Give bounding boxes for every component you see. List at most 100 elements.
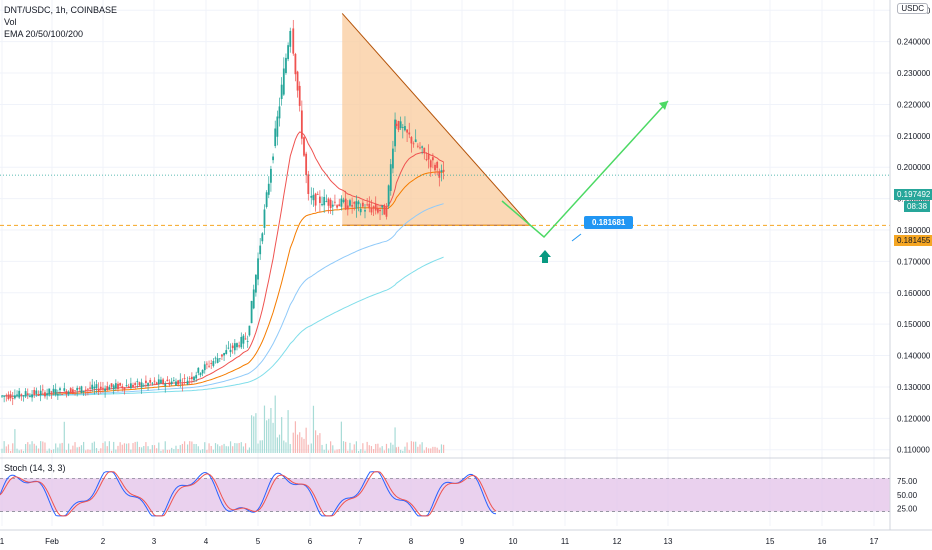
volume-bar xyxy=(392,444,394,453)
volume-bar xyxy=(70,449,72,453)
target-label-pointer xyxy=(571,233,582,242)
volume-bar xyxy=(321,444,323,453)
candle-body xyxy=(155,382,158,384)
candle-body xyxy=(199,373,202,376)
candle-body xyxy=(376,207,379,213)
volume-bar xyxy=(102,442,104,453)
volume-bar xyxy=(334,450,336,453)
price-tick-label: 0.160000 xyxy=(897,289,931,298)
candle-body xyxy=(29,396,31,397)
projection-arrowhead xyxy=(659,101,668,110)
volume-bar xyxy=(158,442,160,453)
volume-bar xyxy=(443,444,445,453)
volume-bar xyxy=(132,443,134,453)
volume-bar xyxy=(123,443,126,453)
time-tick-label: 17 xyxy=(870,537,879,546)
volume-bar xyxy=(65,450,68,453)
candle-body xyxy=(166,379,169,382)
countdown-label: 08:38 xyxy=(904,201,931,212)
volume-bar xyxy=(189,441,191,453)
volume-bar xyxy=(138,446,141,453)
candle-body xyxy=(119,383,122,386)
stoch-tick-label: 50.00 xyxy=(897,491,918,500)
time-tick-label: 7 xyxy=(358,537,363,546)
volume-bar xyxy=(175,445,177,453)
price-tick-label: 0.200000 xyxy=(897,163,931,172)
candle-body xyxy=(406,129,408,133)
volume-bar xyxy=(136,441,138,453)
candle-body xyxy=(97,388,100,392)
volume-bar xyxy=(214,443,217,453)
volume-bar xyxy=(197,446,199,453)
candle-body xyxy=(104,388,106,392)
candle-body xyxy=(442,169,445,172)
volume-bar xyxy=(217,444,219,453)
volume-bar xyxy=(312,405,315,453)
volume-bar xyxy=(255,413,257,453)
volume-bar xyxy=(421,442,423,453)
volume-bar xyxy=(349,442,351,453)
volume-bar xyxy=(253,416,255,453)
volume-bar xyxy=(204,442,206,453)
candle-body xyxy=(153,380,156,382)
projection-path[interactable] xyxy=(501,100,669,263)
descending-triangle[interactable] xyxy=(341,13,531,226)
projection-line xyxy=(501,100,669,239)
candle-body xyxy=(303,137,305,156)
volume-bar xyxy=(119,442,121,453)
time-tick-label: 2 xyxy=(101,537,106,546)
volume-bar xyxy=(272,422,274,453)
candle-body xyxy=(225,350,228,355)
volume-bar xyxy=(221,445,223,453)
candle-body xyxy=(87,388,89,390)
volume-bar xyxy=(87,449,89,453)
candle-body xyxy=(193,376,195,381)
currency-badge[interactable]: USDC xyxy=(897,3,928,14)
target-price-label[interactable]: 0.181681 xyxy=(584,216,634,229)
volume-bar xyxy=(44,442,46,453)
candle-body xyxy=(379,209,381,212)
volume-bar xyxy=(406,442,408,453)
volume-bar xyxy=(219,446,221,453)
volume-bar xyxy=(394,427,396,453)
volume-bar xyxy=(52,449,55,453)
candle-body xyxy=(236,343,238,348)
candle-body xyxy=(181,383,184,385)
volume-bar xyxy=(125,443,128,453)
volume-bar xyxy=(162,449,164,453)
candle-body xyxy=(434,164,436,171)
time-tick-label: 10 xyxy=(509,537,518,546)
candle-body xyxy=(22,395,25,397)
candle-body xyxy=(186,380,189,385)
time-tick-label: 15 xyxy=(766,537,775,546)
candle-body xyxy=(91,384,94,390)
volume-bar xyxy=(202,449,204,453)
volume-bar xyxy=(357,450,360,453)
volume-bar xyxy=(364,450,366,453)
candle-body xyxy=(99,386,102,389)
volume-bar xyxy=(151,445,153,453)
price-tick-label: 0.220000 xyxy=(897,100,931,109)
candle-body xyxy=(307,174,310,195)
volume-bar xyxy=(434,446,436,453)
volume-bar xyxy=(377,443,379,453)
candle-body xyxy=(5,395,8,397)
candle-body xyxy=(349,200,351,206)
volume-bar xyxy=(432,446,434,453)
volume-bar xyxy=(379,447,381,453)
candle-body xyxy=(344,198,347,210)
volume-bar xyxy=(183,441,186,453)
volume-bar xyxy=(117,445,119,453)
candle-body xyxy=(216,358,219,363)
candle-body xyxy=(188,378,191,379)
candle-body xyxy=(414,139,417,143)
candle-body xyxy=(357,201,360,205)
candle-body xyxy=(175,381,177,386)
candle-body xyxy=(18,390,21,398)
volume-bar xyxy=(332,445,334,453)
candle-body xyxy=(423,147,426,154)
candle-body xyxy=(416,145,419,147)
volume-bar xyxy=(25,444,27,453)
volume-bar xyxy=(61,442,63,453)
